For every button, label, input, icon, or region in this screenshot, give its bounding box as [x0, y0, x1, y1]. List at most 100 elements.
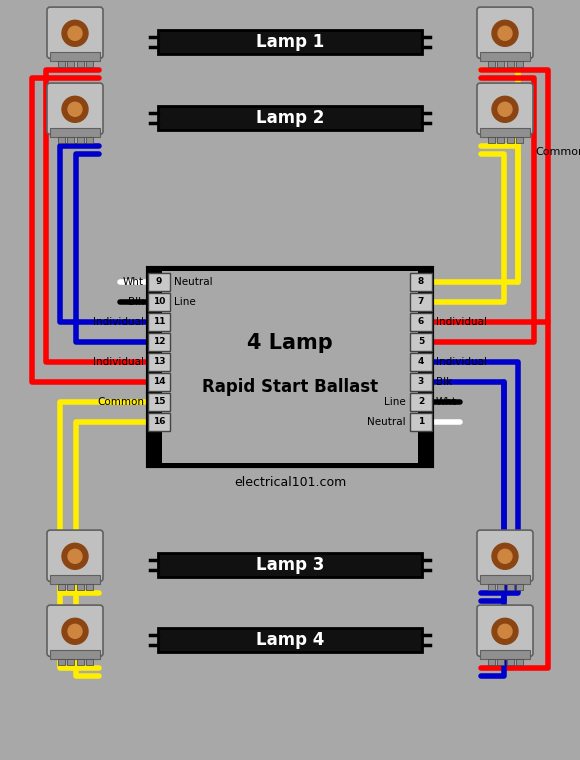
Text: Blk: Blk [436, 377, 452, 387]
Bar [506, 584, 513, 590]
Text: 3: 3 [418, 378, 424, 387]
Text: Common: Common [535, 147, 580, 157]
Bar [148, 268, 432, 466]
Text: Line: Line [384, 397, 406, 407]
Bar [506, 61, 513, 67]
FancyBboxPatch shape [477, 605, 533, 657]
Circle shape [62, 97, 88, 122]
Bar [77, 61, 84, 67]
Bar [516, 137, 523, 143]
Bar [158, 106, 422, 130]
Bar [67, 61, 74, 67]
Text: 2: 2 [418, 397, 424, 407]
Bar [410, 393, 432, 411]
Bar [57, 584, 64, 590]
Bar [148, 373, 170, 391]
Bar [50, 651, 100, 659]
Bar [488, 659, 495, 664]
Text: 5: 5 [418, 337, 424, 347]
Circle shape [68, 624, 82, 638]
Bar [480, 651, 530, 659]
Text: Common: Common [97, 397, 144, 407]
Bar [410, 373, 432, 391]
Circle shape [498, 27, 512, 40]
Bar [77, 659, 84, 664]
Bar [410, 353, 432, 371]
Text: 7: 7 [418, 297, 424, 306]
Text: Wht: Wht [436, 397, 457, 407]
Text: 11: 11 [153, 318, 165, 327]
Circle shape [68, 103, 82, 116]
Text: Lamp 4: Lamp 4 [256, 631, 324, 649]
Circle shape [498, 103, 512, 116]
Text: Lamp 1: Lamp 1 [256, 33, 324, 51]
Bar [496, 137, 503, 143]
Circle shape [492, 97, 518, 122]
Bar [516, 659, 523, 664]
Bar [148, 273, 170, 291]
Bar [488, 584, 495, 590]
Bar [410, 273, 432, 291]
Bar [162, 271, 418, 463]
Bar [516, 584, 523, 590]
Bar [158, 30, 422, 54]
Text: 4 Lamp: 4 Lamp [247, 333, 333, 353]
Bar [57, 137, 64, 143]
Bar [85, 61, 92, 67]
Bar [506, 137, 513, 143]
Circle shape [68, 27, 82, 40]
Text: Lamp 3: Lamp 3 [256, 556, 324, 574]
Bar [50, 52, 100, 61]
Text: Wht: Wht [123, 277, 144, 287]
Text: 16: 16 [153, 417, 165, 426]
Bar [67, 659, 74, 664]
Text: Line: Line [174, 297, 196, 307]
Text: 8: 8 [418, 277, 424, 287]
Bar [480, 575, 530, 584]
FancyBboxPatch shape [47, 7, 103, 59]
Bar [496, 659, 503, 664]
Bar [480, 52, 530, 61]
Text: 10: 10 [153, 297, 165, 306]
Circle shape [492, 543, 518, 569]
FancyBboxPatch shape [477, 7, 533, 59]
Text: 14: 14 [153, 378, 165, 387]
Bar [516, 61, 523, 67]
Circle shape [68, 549, 82, 563]
Text: 12: 12 [153, 337, 165, 347]
FancyBboxPatch shape [477, 83, 533, 135]
Text: Individual: Individual [436, 357, 487, 367]
Bar [85, 584, 92, 590]
Text: 4: 4 [418, 357, 424, 366]
Bar [77, 584, 84, 590]
Bar [148, 313, 170, 331]
Bar [148, 353, 170, 371]
Bar [158, 628, 422, 652]
Bar [488, 61, 495, 67]
Text: Individual: Individual [436, 317, 487, 327]
Bar [410, 293, 432, 311]
Circle shape [492, 21, 518, 46]
Bar [57, 659, 64, 664]
Bar [506, 659, 513, 664]
Bar [77, 137, 84, 143]
Bar [496, 584, 503, 590]
Circle shape [498, 624, 512, 638]
Bar [85, 659, 92, 664]
Text: 15: 15 [153, 397, 165, 407]
Text: electrical101.com: electrical101.com [234, 476, 346, 489]
Bar [148, 293, 170, 311]
Text: 1: 1 [418, 417, 424, 426]
Circle shape [498, 549, 512, 563]
Text: 9: 9 [156, 277, 162, 287]
Text: Individual: Individual [93, 357, 144, 367]
Bar [50, 575, 100, 584]
Bar [85, 137, 92, 143]
FancyBboxPatch shape [47, 83, 103, 135]
Text: Lamp 2: Lamp 2 [256, 109, 324, 127]
Text: 6: 6 [418, 318, 424, 327]
FancyBboxPatch shape [47, 530, 103, 581]
Circle shape [62, 619, 88, 644]
Bar [67, 137, 74, 143]
Circle shape [492, 619, 518, 644]
